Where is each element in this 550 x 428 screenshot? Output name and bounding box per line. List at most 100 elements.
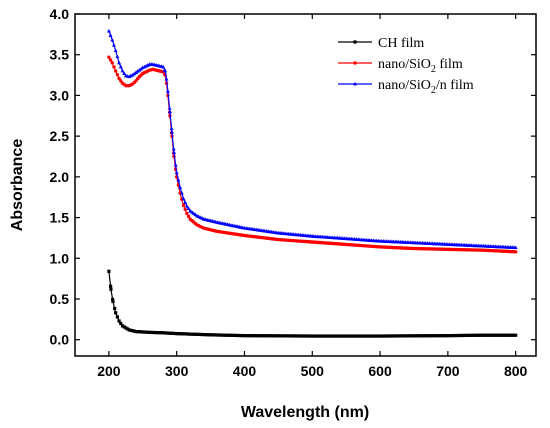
data-point (310, 334, 314, 338)
data-point (397, 334, 401, 338)
data-point (264, 334, 269, 338)
data-point (186, 332, 191, 336)
data-point (149, 330, 153, 335)
data-point (497, 333, 501, 337)
data-point (108, 284, 113, 288)
data-point (490, 333, 494, 337)
data-point (364, 334, 369, 338)
data-point (275, 334, 279, 338)
data-point (251, 334, 255, 338)
data-point (432, 334, 436, 338)
data-point (361, 334, 365, 338)
data-point (247, 334, 252, 338)
data-point (122, 71, 127, 75)
data-point (446, 334, 450, 338)
data-point (354, 334, 358, 338)
data-point (513, 250, 518, 254)
data-point (239, 333, 243, 338)
data-point (337, 334, 341, 338)
data-point (402, 334, 406, 338)
data-point (185, 332, 189, 336)
data-point (259, 334, 264, 338)
data-point (193, 332, 197, 336)
data-point (498, 333, 503, 337)
x-tick-label: 400 (233, 363, 257, 379)
data-point (458, 333, 462, 338)
data-point (353, 61, 357, 65)
data-point (153, 330, 157, 335)
data-point (371, 334, 375, 338)
data-point (351, 334, 355, 338)
data-point (141, 330, 145, 334)
data-point (441, 334, 445, 338)
data-point (285, 334, 289, 338)
data-point (115, 54, 120, 59)
y-tick-label: 1.0 (50, 250, 70, 266)
data-point (451, 333, 455, 338)
data-point (300, 334, 304, 338)
x-tick-label: 600 (368, 363, 392, 379)
data-point (278, 334, 282, 338)
data-point (231, 333, 235, 337)
y-tick-label: 4.0 (50, 6, 70, 22)
data-point (286, 334, 291, 338)
data-point (151, 330, 155, 335)
data-point (503, 333, 508, 337)
data-point (130, 72, 135, 77)
data-point (276, 334, 280, 338)
data-point (202, 332, 206, 337)
data-point (427, 334, 431, 338)
y-axis-title: Absorbance (9, 139, 26, 232)
data-point (124, 326, 128, 330)
data-point (200, 332, 204, 337)
data-point (256, 334, 260, 338)
data-point (195, 332, 199, 336)
data-point (222, 333, 226, 337)
data-point (307, 334, 311, 338)
data-point (508, 333, 513, 337)
data-point (268, 334, 272, 338)
data-point (408, 334, 413, 338)
data-point (332, 334, 336, 338)
data-point (420, 334, 425, 338)
data-point (134, 329, 138, 334)
data-point (127, 328, 131, 332)
data-point (169, 129, 174, 134)
axis-ticks: 200 300 400 500 600 700 800 0.0 0.5 1.0 1.5 2.0 2.5 3… (50, 6, 536, 379)
data-point (319, 334, 323, 338)
data-point (214, 333, 218, 337)
data-point (510, 333, 514, 337)
data-point (513, 245, 518, 250)
legend: CH film nano/SiO2 film nano/SiO2/n film (338, 36, 474, 96)
data-point (180, 332, 184, 336)
data-point (273, 334, 277, 338)
data-point (403, 334, 408, 338)
data-point (212, 333, 216, 337)
data-point (139, 66, 144, 71)
data-point (181, 203, 186, 208)
data-point (329, 334, 333, 338)
y-tick-label: 3.0 (50, 87, 70, 103)
data-point (261, 334, 265, 338)
data-point (115, 72, 120, 77)
data-point (179, 190, 184, 195)
data-point (480, 333, 484, 337)
data-point (161, 331, 165, 335)
data-point (492, 333, 496, 337)
data-point (178, 332, 182, 336)
data-point (288, 334, 292, 338)
data-point (166, 331, 170, 335)
data-point (178, 185, 183, 189)
x-tick-label: 300 (165, 363, 189, 379)
data-point (466, 333, 470, 337)
data-point (481, 333, 486, 337)
data-point (217, 333, 221, 337)
data-point (168, 331, 172, 335)
data-point (229, 333, 233, 337)
data-point (190, 332, 194, 336)
data-point (234, 333, 238, 338)
data-point (208, 333, 213, 337)
data-point (271, 334, 275, 338)
data-point (373, 334, 377, 338)
data-point (106, 28, 111, 33)
